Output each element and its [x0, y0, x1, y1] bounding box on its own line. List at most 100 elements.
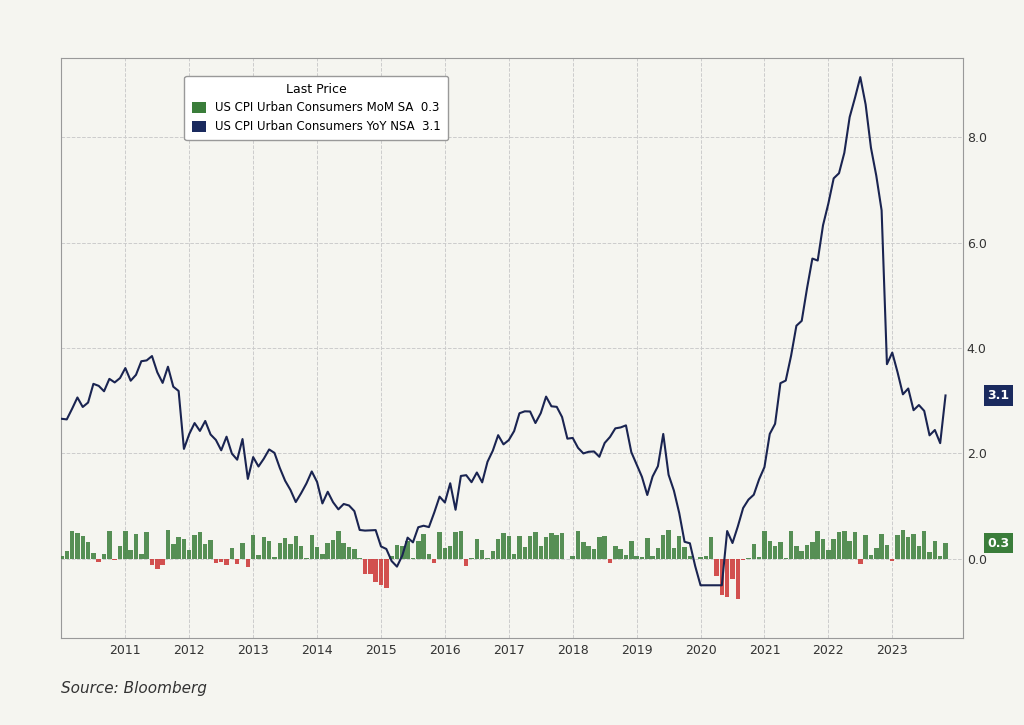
Bar	[86, 542, 90, 559]
Bar	[336, 531, 341, 559]
Bar	[496, 539, 501, 559]
Bar	[203, 544, 208, 559]
Bar	[454, 531, 458, 559]
Bar	[655, 548, 660, 559]
Bar	[842, 531, 847, 559]
Bar	[347, 547, 351, 559]
Bar	[587, 546, 591, 559]
Bar	[374, 559, 378, 582]
Bar	[75, 533, 80, 559]
Bar	[527, 536, 532, 559]
Bar	[368, 559, 373, 574]
Bar	[613, 546, 617, 559]
Bar	[709, 537, 714, 559]
Bar	[688, 555, 692, 559]
Bar	[922, 531, 927, 559]
Bar	[570, 556, 574, 559]
Bar	[635, 557, 639, 559]
Bar	[826, 550, 830, 559]
Bar	[91, 553, 95, 559]
Bar	[389, 556, 394, 559]
Bar	[800, 551, 804, 559]
Bar	[267, 541, 271, 559]
Bar	[144, 531, 148, 559]
Bar	[81, 536, 85, 559]
Bar	[193, 536, 197, 559]
Bar	[331, 540, 335, 559]
Bar	[880, 534, 884, 559]
Bar	[304, 558, 308, 559]
Bar	[394, 545, 399, 559]
Bar	[735, 559, 740, 600]
Bar	[522, 547, 527, 559]
Bar	[539, 547, 543, 559]
Bar	[234, 559, 240, 563]
Bar	[326, 543, 330, 559]
Bar	[299, 546, 303, 559]
Bar	[480, 550, 484, 559]
Bar	[885, 545, 889, 559]
Text: 3.1: 3.1	[987, 389, 1010, 402]
Bar	[214, 559, 218, 563]
Bar	[592, 550, 596, 559]
Bar	[943, 543, 948, 559]
Bar	[608, 559, 612, 563]
Bar	[795, 546, 799, 559]
Bar	[379, 559, 383, 584]
Bar	[155, 559, 160, 568]
Bar	[464, 559, 468, 566]
Bar	[176, 537, 181, 559]
Bar	[725, 559, 729, 597]
Bar	[853, 532, 857, 559]
Bar	[432, 559, 436, 563]
Bar	[624, 555, 628, 559]
Text: Source: Bloomberg: Source: Bloomberg	[61, 681, 207, 696]
Bar	[108, 531, 112, 559]
Bar	[416, 541, 421, 559]
Bar	[501, 534, 506, 559]
Bar	[101, 554, 106, 559]
Bar	[459, 531, 463, 559]
Bar	[757, 557, 762, 559]
Text: 0.3: 0.3	[987, 536, 1010, 550]
Bar	[629, 541, 634, 559]
Bar	[181, 539, 186, 559]
Bar	[384, 559, 388, 588]
Bar	[762, 531, 767, 559]
Bar	[773, 546, 777, 559]
Bar	[602, 536, 607, 559]
Bar	[474, 539, 479, 559]
Bar	[123, 531, 128, 559]
Bar	[667, 530, 671, 559]
Bar	[810, 542, 815, 559]
Bar	[198, 532, 202, 559]
Bar	[208, 540, 213, 559]
Bar	[512, 554, 516, 559]
Bar	[682, 547, 687, 559]
Bar	[362, 559, 368, 574]
Bar	[618, 549, 623, 559]
Bar	[283, 538, 288, 559]
Bar	[928, 552, 932, 559]
Bar	[406, 541, 410, 559]
Bar	[715, 559, 719, 576]
Bar	[544, 537, 548, 559]
Bar	[187, 550, 191, 559]
Bar	[549, 533, 554, 559]
Bar	[890, 559, 895, 561]
Bar	[837, 532, 842, 559]
Bar	[447, 546, 453, 559]
Bar	[219, 559, 223, 562]
Bar	[720, 559, 724, 594]
Bar	[672, 548, 676, 559]
Bar	[640, 557, 644, 559]
Bar	[256, 555, 261, 559]
Bar	[815, 531, 820, 559]
Bar	[906, 536, 910, 559]
Bar	[128, 550, 133, 559]
Bar	[241, 543, 245, 559]
Bar	[517, 536, 521, 559]
Bar	[166, 530, 170, 559]
Bar	[848, 541, 852, 559]
Bar	[507, 536, 511, 559]
